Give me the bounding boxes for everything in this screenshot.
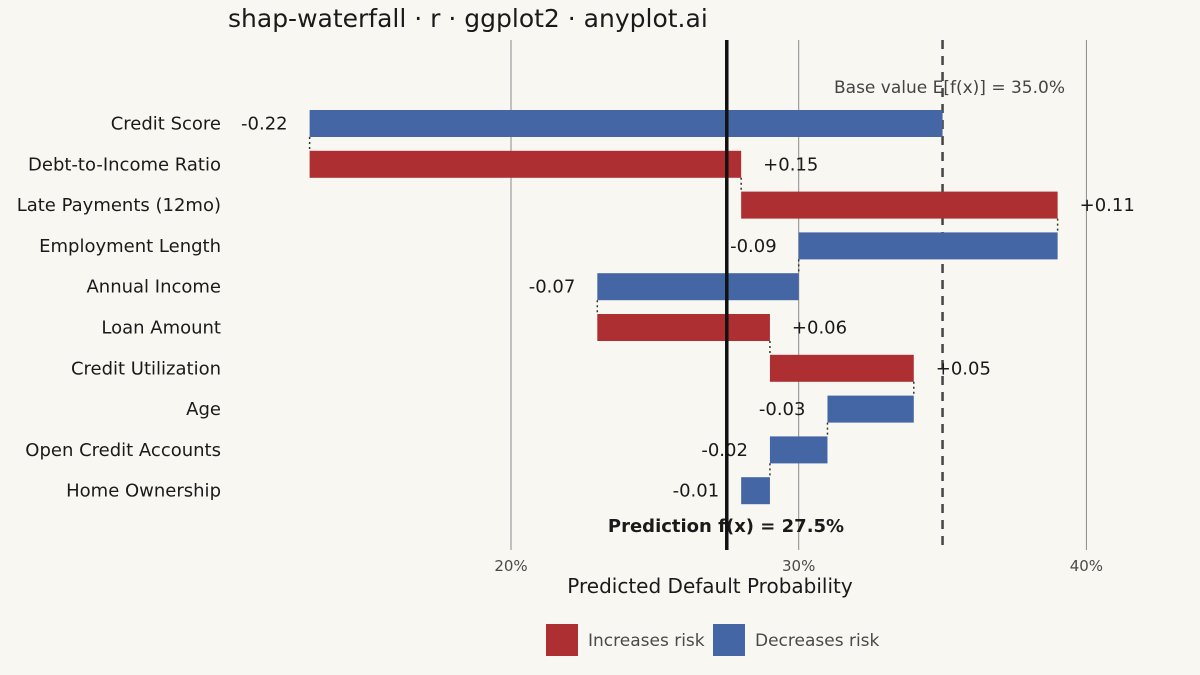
y-tick-label: Annual Income bbox=[86, 277, 221, 298]
value-label: -0.07 bbox=[529, 277, 576, 298]
value-label: -0.01 bbox=[673, 481, 720, 502]
x-tick-label: 30% bbox=[782, 557, 815, 575]
legend-label: Increases risk bbox=[588, 631, 705, 651]
legend-swatch bbox=[546, 624, 578, 656]
y-tick-label: Credit Score bbox=[111, 114, 221, 135]
chart-title: shap-waterfall · r · ggplot2 · anyplot.a… bbox=[228, 4, 708, 33]
legend-label: Decreases risk bbox=[755, 631, 880, 651]
base-value-annotation: Base value E[f(x)] = 35.0% bbox=[834, 78, 1065, 98]
x-tick-label: 40% bbox=[1070, 557, 1103, 575]
connectors bbox=[308, 137, 1059, 478]
y-tick-label: Employment Length bbox=[39, 236, 221, 257]
value-label: +0.15 bbox=[763, 154, 818, 175]
bars bbox=[309, 110, 1058, 505]
bar bbox=[309, 150, 742, 178]
bar bbox=[769, 354, 914, 382]
y-tick-label: Open Credit Accounts bbox=[25, 440, 221, 461]
bar bbox=[741, 191, 1058, 219]
value-label: +0.06 bbox=[792, 318, 847, 339]
value-label: -0.02 bbox=[701, 440, 748, 461]
bar bbox=[741, 477, 770, 505]
value-label: -0.22 bbox=[241, 114, 288, 135]
value-label: +0.05 bbox=[936, 358, 991, 379]
value-label: -0.09 bbox=[730, 236, 777, 257]
y-tick-label: Late Payments (12mo) bbox=[17, 195, 221, 216]
y-tick-label: Debt-to-Income Ratio bbox=[28, 154, 221, 175]
y-tick-label: Credit Utilization bbox=[71, 358, 221, 379]
legend: Increases risk Decreases risk bbox=[546, 624, 880, 656]
value-label: +0.11 bbox=[1080, 195, 1135, 216]
legend-swatch bbox=[713, 624, 745, 656]
bar bbox=[827, 395, 914, 423]
y-tick-label: Age bbox=[186, 399, 221, 420]
value-label: -0.03 bbox=[759, 399, 806, 420]
y-axis-labels: Credit Score Debt-to-Income Ratio Late Pay… bbox=[17, 114, 221, 502]
bar bbox=[597, 314, 770, 341]
bar bbox=[597, 273, 799, 301]
x-axis-ticks: 20% 30% 40% bbox=[494, 557, 1103, 575]
y-tick-label: Home Ownership bbox=[66, 481, 221, 502]
value-labels: -0.22 +0.15 +0.11 -0.09 -0.07 +0.06 +0.05 -0.03… bbox=[241, 114, 1135, 502]
x-axis-label: Predicted Default Probability bbox=[567, 574, 853, 598]
y-tick-label: Loan Amount bbox=[101, 318, 221, 339]
bar bbox=[798, 232, 1058, 260]
bar bbox=[309, 110, 943, 137]
bar bbox=[769, 436, 828, 464]
x-tick-label: 20% bbox=[494, 557, 527, 575]
